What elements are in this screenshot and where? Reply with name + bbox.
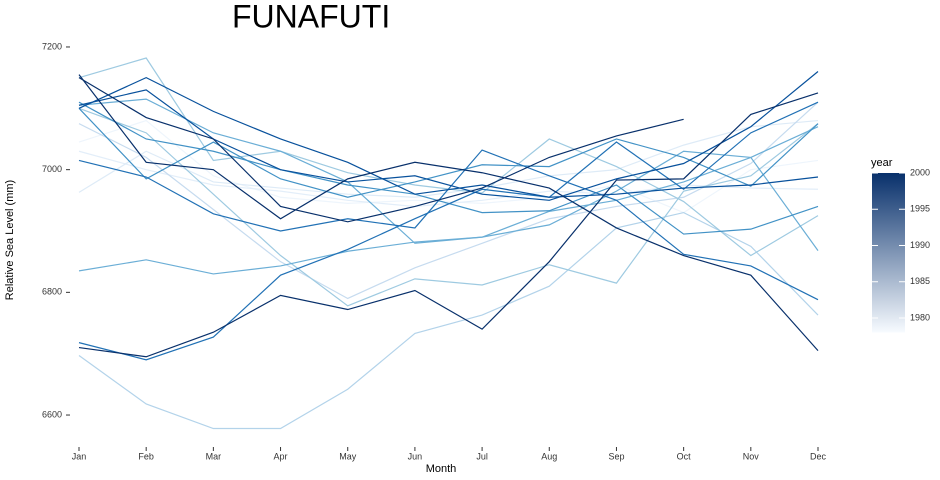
series-line xyxy=(78,101,819,361)
series-line xyxy=(78,76,819,198)
series-line xyxy=(78,77,684,223)
chart-title: FUNAFUTI xyxy=(232,0,390,34)
x-axis-label: Month xyxy=(426,463,457,475)
y-axis-label: Relative Sea Level (mm) xyxy=(4,180,16,300)
colorbar-tick-label: 1995 xyxy=(910,204,930,214)
y-tick-label: 6600 xyxy=(42,409,62,419)
colorbar-tick-label: 1980 xyxy=(910,312,930,322)
series-line xyxy=(78,119,819,214)
colorbar-tick-label: 1985 xyxy=(910,276,930,286)
colorbar xyxy=(872,173,905,333)
y-tick-label: 6800 xyxy=(42,287,62,297)
series-line xyxy=(78,101,819,300)
series-line xyxy=(78,107,819,307)
x-tick-label: May xyxy=(339,451,357,461)
x-tick-label: Jul xyxy=(476,451,488,461)
x-tick-label: Mar xyxy=(206,451,222,461)
series-line xyxy=(78,92,819,358)
x-tick-label: Jun xyxy=(408,451,423,461)
x-tick-label: Oct xyxy=(677,451,692,461)
y-tick-label: 7000 xyxy=(42,164,62,174)
series-line xyxy=(78,119,819,198)
x-tick-label: Jan xyxy=(72,451,87,461)
x-tick-label: Nov xyxy=(743,451,760,461)
y-tick-label: 7200 xyxy=(42,41,62,51)
colorbar-tick-label: 1990 xyxy=(910,240,930,250)
series-line xyxy=(78,107,819,198)
colorbar-tick-label: 2000 xyxy=(910,167,930,177)
x-tick-label: Dec xyxy=(810,451,827,461)
x-tick-label: Sep xyxy=(608,451,624,461)
x-tick-label: Apr xyxy=(274,451,288,461)
series-line xyxy=(78,149,819,301)
x-tick-label: Aug xyxy=(541,451,557,461)
series-line xyxy=(78,150,819,275)
series-line xyxy=(78,211,819,430)
series-line xyxy=(78,71,819,201)
x-tick-label: Feb xyxy=(138,451,154,461)
series-line xyxy=(78,74,819,352)
series-line xyxy=(78,98,819,244)
colorbar-title: year xyxy=(871,157,893,169)
